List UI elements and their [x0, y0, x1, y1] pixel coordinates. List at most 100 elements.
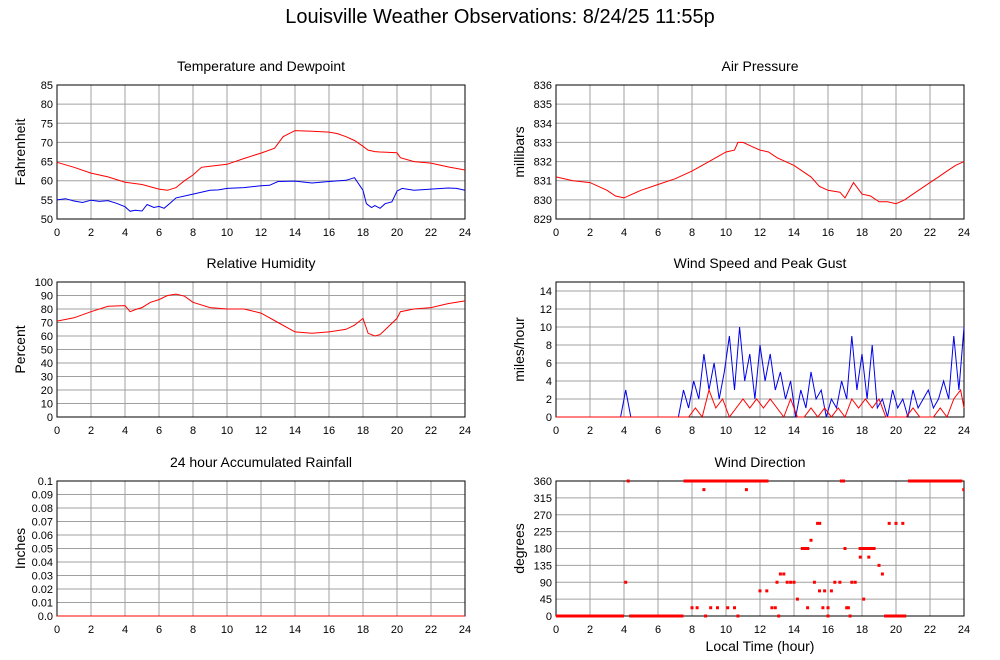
x-tick-label: 22: [425, 227, 437, 239]
x-tick-label: 8: [190, 425, 196, 437]
chart-title: Temperature and Dewpoint: [177, 58, 345, 74]
plot-frame: [56, 281, 466, 418]
y-tick-label: 70: [41, 137, 53, 149]
direction-point: [862, 597, 866, 601]
x-tick-label: 16: [323, 425, 335, 437]
x-tick-label: 22: [425, 624, 437, 636]
y-tick-label: 85: [41, 80, 53, 92]
y-tick-label: 40: [41, 358, 53, 370]
chart-panel-3: 0 2 4 6 8 10 12 14 16 18 20 22 240102030405060708090…: [12, 255, 471, 437]
y-tick-label: 0.07: [32, 517, 53, 529]
direction-point: [704, 614, 708, 618]
y-axis-label: Percent: [12, 325, 28, 373]
direction-point: [717, 479, 721, 483]
x-tick-label: 4: [621, 624, 627, 636]
x-tick-label: 22: [924, 227, 936, 239]
x-tick-label: 24: [958, 425, 970, 437]
y-tick-label: 315: [534, 493, 552, 505]
x-tick-label: 4: [122, 227, 128, 239]
y-tick-label: 8: [546, 340, 552, 352]
y-tick-label: 0.05: [32, 544, 53, 556]
x-tick-label: 6: [655, 624, 661, 636]
direction-point: [795, 597, 799, 601]
y-tick-label: 0.01: [32, 598, 53, 610]
direction-point: [702, 488, 706, 492]
direction-point: [901, 521, 905, 525]
direction-point: [812, 580, 816, 584]
x-tick-label: 14: [788, 227, 800, 239]
x-tick-label: 20: [890, 624, 902, 636]
x-tick-label: 16: [822, 425, 834, 437]
y-tick-label: 0.0: [38, 611, 53, 623]
direction-point: [626, 479, 630, 483]
x-tick-label: 12: [255, 624, 267, 636]
direction-point: [826, 614, 830, 618]
y-tick-label: 829: [534, 214, 552, 226]
direction-point: [801, 547, 804, 550]
y-tick-label: 65: [41, 157, 53, 169]
x-tick-label: 14: [289, 425, 301, 437]
x-tick-label: 8: [190, 624, 196, 636]
y-tick-label: 60: [41, 331, 53, 343]
y-tick-label: 0.02: [32, 584, 53, 596]
y-axis-label: millibars: [511, 126, 527, 177]
x-tick-label: 2: [88, 227, 94, 239]
y-tick-label: 10: [41, 399, 53, 411]
direction-point: [880, 572, 884, 576]
direction-point: [809, 538, 813, 542]
y-axis-label: miles/hour: [511, 317, 527, 382]
y-tick-label: 0.08: [32, 503, 53, 515]
direction-point: [775, 580, 779, 584]
x-tick-label: 14: [289, 227, 301, 239]
direction-point: [858, 555, 862, 559]
x-tick-label: 0: [553, 425, 559, 437]
direction-point: [758, 589, 762, 593]
x-tick-label: 18: [357, 624, 369, 636]
direction-point: [770, 606, 774, 610]
chart-panel-6: 0 2 4 6 8 10 12 14 16 18 20 22 240459013518022527031…: [511, 454, 970, 654]
x-tick-label: 10: [221, 227, 233, 239]
y-tick-label: 90: [540, 577, 552, 589]
direction-point: [733, 606, 736, 610]
x-tick-label: 24: [459, 425, 471, 437]
direction-point: [736, 614, 740, 618]
x-tick-label: 14: [788, 425, 800, 437]
chart-title: Relative Humidity: [207, 255, 316, 271]
x-tick-label: 2: [587, 227, 593, 239]
y-tick-label: 135: [534, 560, 552, 572]
direction-point: [867, 555, 871, 559]
x-tick-label: 22: [425, 425, 437, 437]
y-tick-label: 60: [41, 176, 53, 188]
direction-point: [777, 614, 781, 618]
direction-point: [877, 563, 881, 567]
y-tick-label: 832: [534, 157, 552, 169]
direction-point: [872, 547, 876, 550]
x-tick-label: 18: [856, 624, 868, 636]
y-tick-label: 70: [41, 318, 53, 330]
y-tick-label: 55: [41, 195, 53, 207]
x-tick-label: 20: [890, 227, 902, 239]
y-tick-label: 20: [41, 385, 53, 397]
direction-point: [838, 580, 842, 584]
x-tick-label: 8: [190, 227, 196, 239]
x-tick-label: 12: [255, 425, 267, 437]
x-tick-label: 4: [621, 227, 627, 239]
y-tick-label: 0: [47, 412, 53, 424]
plot-frame: [555, 281, 965, 418]
y-tick-label: 833: [534, 137, 552, 149]
y-tick-label: 0.09: [32, 490, 53, 502]
x-tick-label: 2: [587, 624, 593, 636]
y-tick-label: 0: [546, 611, 552, 623]
direction-point: [744, 488, 748, 492]
x-tick-label: 20: [391, 227, 403, 239]
y-tick-label: 100: [35, 277, 53, 289]
y-tick-label: 80: [41, 99, 53, 111]
x-tick-label: 16: [822, 227, 834, 239]
direction-point: [845, 606, 849, 610]
x-tick-label: 20: [391, 624, 403, 636]
x-tick-label: 10: [720, 624, 732, 636]
x-tick-label: 12: [754, 624, 766, 636]
direction-point: [782, 572, 786, 576]
y-tick-label: 225: [534, 527, 552, 539]
direction-point: [726, 606, 730, 610]
